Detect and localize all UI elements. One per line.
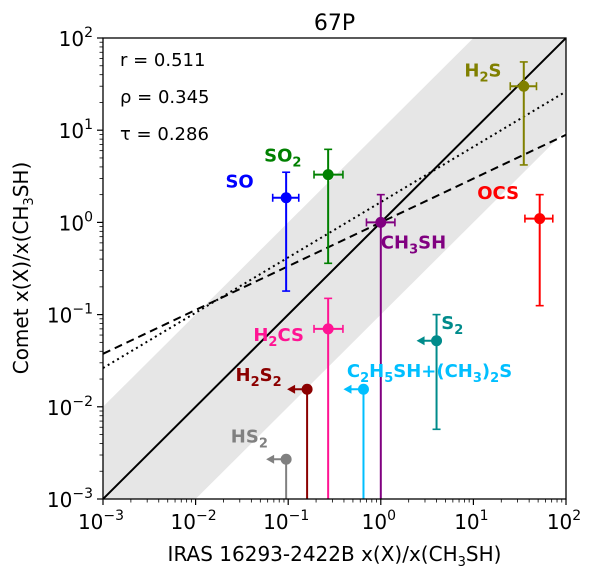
data-point-c2h5sh-ch3-2s	[343, 383, 369, 499]
data-point-h2s	[509, 61, 538, 166]
point-label: H2S	[464, 61, 501, 86]
point-label: SO	[225, 171, 253, 192]
upper-limit-arrowhead	[287, 384, 296, 394]
solid-fit-line	[103, 38, 566, 499]
x-tick-label: 10−2	[171, 508, 217, 534]
point-label: C2H5SH+(CH3)2S	[347, 361, 512, 386]
dotted-fit-line	[103, 90, 566, 369]
y-tick-label: 10−2	[47, 394, 93, 420]
x-tick-label: 101	[454, 508, 488, 534]
stat-tau: τ = 0.286	[120, 124, 209, 145]
plot-frame	[102, 37, 567, 500]
stat-rho: ρ = 0.345	[120, 87, 209, 108]
y-tick-label: 10−1	[47, 302, 93, 328]
upper-limit-arrowhead	[416, 336, 425, 346]
x-tick-label: 100	[362, 508, 396, 534]
point-marker	[322, 169, 334, 181]
data-point-s2	[416, 313, 443, 431]
point-marker	[375, 216, 387, 228]
y-tick-label: 10−3	[47, 486, 93, 512]
point-marker	[357, 383, 369, 395]
data-point-so	[271, 171, 300, 292]
data-point-h2cs	[313, 297, 344, 499]
dashed-fit-line	[103, 133, 566, 355]
y-axis-label: Comet x(X)/x(CH3SH)	[9, 162, 37, 375]
y-tick-label: 101	[59, 117, 93, 143]
y-tick-label: 102	[59, 25, 93, 51]
point-label: H2CS	[253, 325, 304, 350]
x-axis-label: IRAS 16293-2422B x(X)/x(CH3SH)	[168, 542, 502, 570]
point-marker	[518, 80, 530, 92]
chart-title: 67P	[314, 11, 355, 36]
point-marker	[534, 213, 546, 225]
x-tick-label: 10−1	[263, 508, 309, 534]
point-label: H2S2	[236, 365, 282, 390]
point-label: S2	[441, 313, 463, 338]
data-point-h2s2	[287, 383, 313, 499]
point-marker	[431, 335, 443, 347]
x-tick-label: 102	[547, 508, 581, 534]
point-label: SO2	[264, 145, 301, 170]
point-marker	[322, 323, 334, 335]
y-tick-label: 100	[59, 209, 93, 235]
point-marker	[280, 192, 292, 204]
point-label: OCS	[477, 183, 519, 204]
data-point-hs2	[266, 453, 292, 499]
point-marker	[280, 453, 292, 465]
x-tick-label: 10−3	[78, 508, 124, 534]
upper-limit-arrowhead	[266, 454, 275, 464]
data-point-ch3sh	[365, 193, 396, 499]
data-point-so2	[313, 148, 344, 265]
point-label: HS2	[231, 427, 268, 452]
upper-limit-arrowhead	[343, 384, 352, 394]
point-label: CH3SH	[381, 233, 446, 258]
data-point-ocs	[524, 193, 554, 307]
point-marker	[301, 383, 313, 395]
stat-r: r = 0.511	[120, 50, 205, 71]
